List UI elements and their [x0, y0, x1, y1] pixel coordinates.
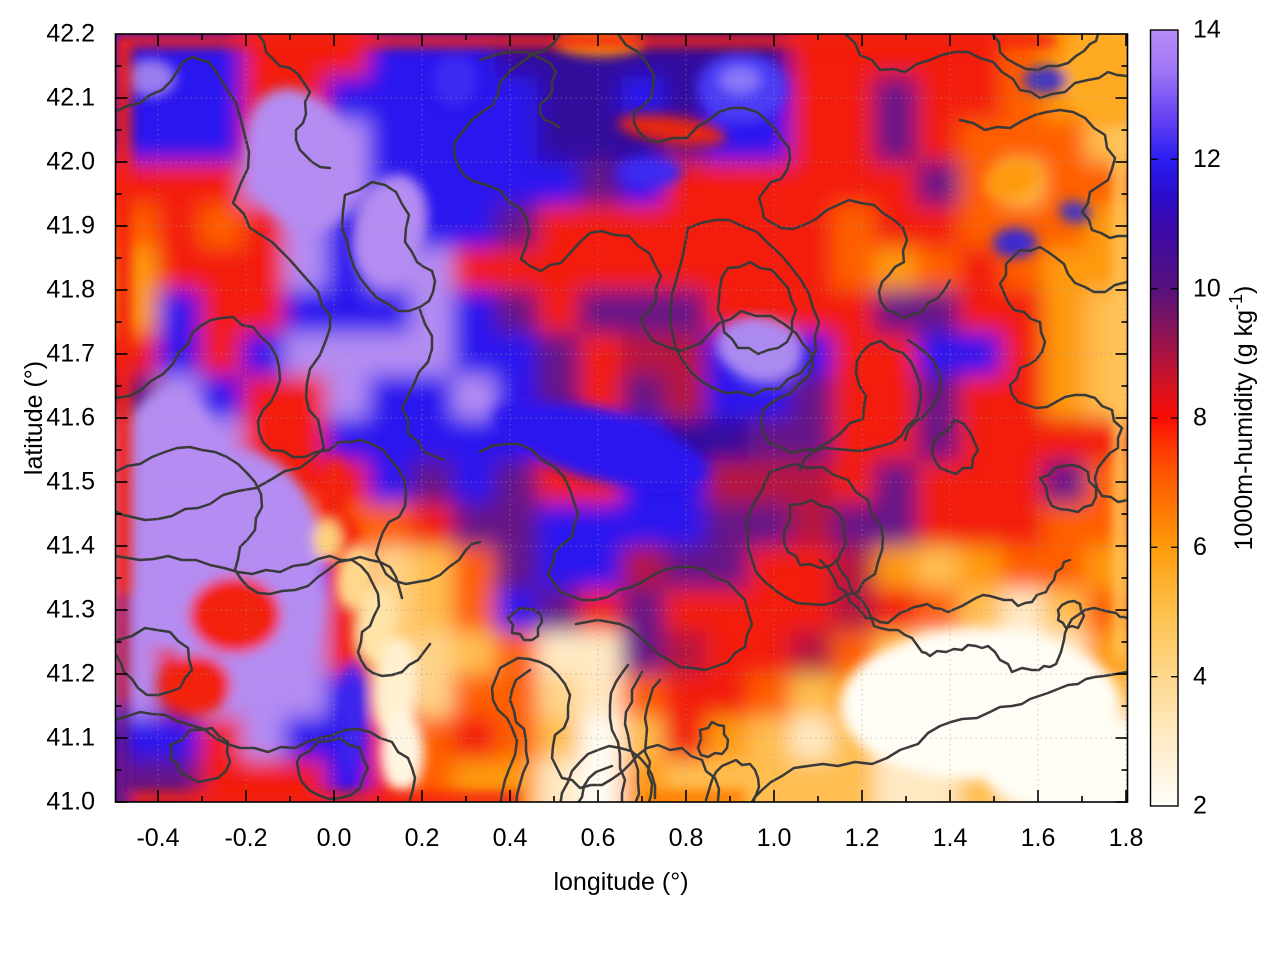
- svg-text:longitude (°): longitude (°): [553, 868, 688, 896]
- svg-text:1.8: 1.8: [1109, 824, 1144, 852]
- svg-text:41.4: 41.4: [46, 532, 95, 560]
- svg-text:42.0: 42.0: [46, 148, 95, 176]
- svg-text:0.2: 0.2: [405, 824, 440, 852]
- svg-text:41.0: 41.0: [46, 788, 95, 816]
- svg-text:1000m-humidity (g kg-1): 1000m-humidity (g kg-1): [1226, 286, 1258, 551]
- svg-text:0.4: 0.4: [493, 824, 528, 852]
- svg-text:4: 4: [1193, 662, 1207, 690]
- svg-text:10: 10: [1193, 274, 1221, 302]
- svg-text:1.6: 1.6: [1021, 824, 1056, 852]
- svg-text:41.7: 41.7: [46, 340, 95, 368]
- svg-text:1.2: 1.2: [845, 824, 880, 852]
- svg-text:41.5: 41.5: [46, 468, 95, 496]
- svg-text:-0.2: -0.2: [224, 824, 267, 852]
- svg-text:1.0: 1.0: [757, 824, 792, 852]
- svg-text:41.1: 41.1: [46, 724, 95, 752]
- svg-text:41.2: 41.2: [46, 660, 95, 688]
- svg-text:41.3: 41.3: [46, 596, 95, 624]
- svg-text:0.0: 0.0: [317, 824, 352, 852]
- svg-text:latitude (°): latitude (°): [20, 361, 48, 475]
- svg-text:2: 2: [1193, 792, 1207, 820]
- svg-text:42.2: 42.2: [46, 20, 95, 48]
- svg-text:-0.4: -0.4: [136, 824, 179, 852]
- svg-text:0.6: 0.6: [581, 824, 616, 852]
- svg-text:41.6: 41.6: [46, 404, 95, 432]
- svg-text:1.4: 1.4: [933, 824, 968, 852]
- svg-text:41.9: 41.9: [46, 212, 95, 240]
- svg-text:42.1: 42.1: [46, 84, 95, 112]
- svg-text:8: 8: [1193, 404, 1207, 432]
- svg-text:12: 12: [1193, 145, 1221, 173]
- svg-text:41.8: 41.8: [46, 276, 95, 304]
- svg-text:0.8: 0.8: [669, 824, 704, 852]
- svg-text:6: 6: [1193, 533, 1207, 561]
- svg-text:14: 14: [1193, 16, 1221, 44]
